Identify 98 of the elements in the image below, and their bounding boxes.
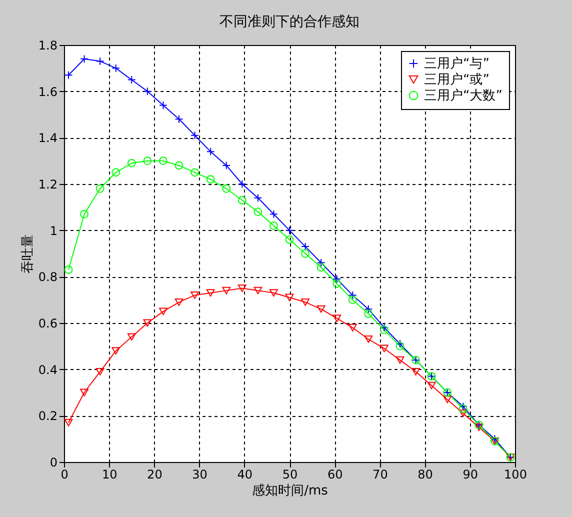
point [458, 404, 468, 413]
x-tick-label: 0 [60, 468, 68, 482]
point [143, 319, 152, 327]
point [332, 314, 342, 322]
x-tick-label: 10 [102, 468, 118, 482]
point [301, 242, 310, 251]
x-tick-label: 100 [504, 468, 527, 482]
point [112, 347, 120, 355]
point [301, 249, 310, 258]
point [380, 326, 388, 334]
point [159, 156, 168, 166]
point [159, 101, 168, 110]
point [80, 54, 89, 64]
point [64, 418, 73, 426]
point [80, 210, 89, 218]
point [96, 184, 104, 193]
point [96, 368, 104, 376]
legend-label: 三用户“大数” [424, 88, 502, 104]
x-tick-label: 90 [462, 468, 478, 482]
point [412, 368, 420, 376]
point [190, 291, 199, 299]
x-tick-label: 70 [372, 468, 388, 482]
point [112, 168, 120, 177]
point [348, 290, 357, 300]
point [190, 131, 199, 140]
point [380, 344, 388, 352]
point [174, 114, 184, 124]
point [254, 194, 262, 202]
point [427, 382, 436, 390]
y-tick-label: 1 [50, 224, 58, 238]
point [159, 308, 168, 316]
point [364, 310, 373, 318]
y-tick-label: 0 [50, 456, 58, 470]
point [96, 57, 104, 66]
point [380, 323, 388, 332]
point [285, 235, 294, 244]
point [270, 289, 278, 297]
point [396, 356, 404, 364]
y-tick-label: 1.8 [38, 38, 58, 52]
point [80, 388, 89, 396]
y-tick-label: 0.8 [38, 270, 58, 284]
point [270, 222, 278, 230]
point [190, 168, 199, 177]
point [348, 324, 357, 332]
point [301, 298, 310, 306]
point [443, 396, 452, 404]
y-tick-label: 0.6 [38, 316, 58, 330]
point [364, 304, 373, 314]
point [238, 196, 246, 204]
y-axis-title: 吞吐量 [20, 234, 36, 274]
point [254, 208, 262, 216]
y-tick-label: 1.2 [38, 178, 58, 192]
point [127, 76, 136, 84]
point [270, 210, 278, 218]
point [222, 184, 231, 193]
x-tick-label: 50 [282, 468, 298, 482]
point [64, 70, 73, 80]
point [222, 161, 231, 170]
point [316, 258, 326, 267]
y-tick-label: 0.4 [38, 362, 58, 377]
x-tick-label: 40 [237, 468, 253, 482]
point [238, 180, 246, 188]
point [238, 284, 246, 292]
point [348, 296, 357, 304]
point [127, 333, 136, 341]
x-tick-label: 20 [147, 468, 162, 482]
point [316, 263, 326, 272]
y-tick-label: 0.2 [38, 409, 58, 424]
x-tick-label: 30 [192, 468, 208, 482]
y-tick-label: 1.6 [38, 84, 58, 99]
point [64, 266, 73, 274]
point [332, 274, 342, 284]
chart-title: 不同准则下的合作感知 [220, 14, 360, 30]
point [222, 286, 231, 294]
point [174, 298, 184, 306]
point [364, 336, 373, 343]
point [127, 158, 136, 168]
point [206, 147, 215, 156]
x-axis-title: 感知时间/ms [252, 484, 328, 498]
point [285, 294, 294, 302]
point [458, 402, 468, 411]
point [174, 161, 184, 170]
point [254, 286, 262, 294]
point [474, 424, 484, 431]
point [206, 175, 215, 184]
legend-label: 三用户“或” [424, 72, 490, 88]
y-tick-label: 1.4 [38, 131, 58, 146]
point [316, 305, 326, 313]
point [112, 64, 120, 72]
x-tick-label: 80 [418, 468, 433, 482]
point [332, 279, 342, 288]
point [458, 410, 468, 418]
legend-label: 三用户“与” [424, 56, 490, 72]
point [143, 156, 152, 166]
point [285, 226, 294, 235]
x-tick-label: 60 [327, 468, 343, 482]
point [206, 289, 215, 297]
point [143, 87, 152, 96]
